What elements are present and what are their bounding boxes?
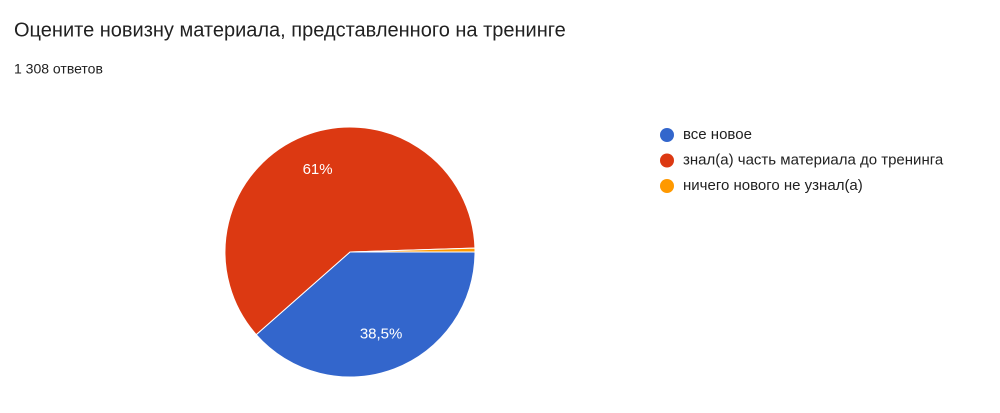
- pie-slice: [255, 251, 476, 378]
- legend-label: знал(а) часть материала до тренинга: [683, 151, 944, 168]
- legend-marker: [660, 153, 674, 168]
- pie-slice: [349, 247, 476, 253]
- slice-label: 61%: [303, 161, 333, 178]
- chart-subtitle: 1 308 ответов: [14, 61, 103, 77]
- legend-label: все новое: [683, 126, 752, 143]
- chart-title: Оцените новизну материала, представленно…: [14, 19, 566, 41]
- slice-label: 38,5%: [360, 325, 403, 342]
- legend-label: ничего нового не узнал(а): [683, 177, 863, 194]
- legend-marker: [660, 128, 674, 142]
- pie-slice: [224, 126, 476, 336]
- legend-marker: [660, 179, 674, 193]
